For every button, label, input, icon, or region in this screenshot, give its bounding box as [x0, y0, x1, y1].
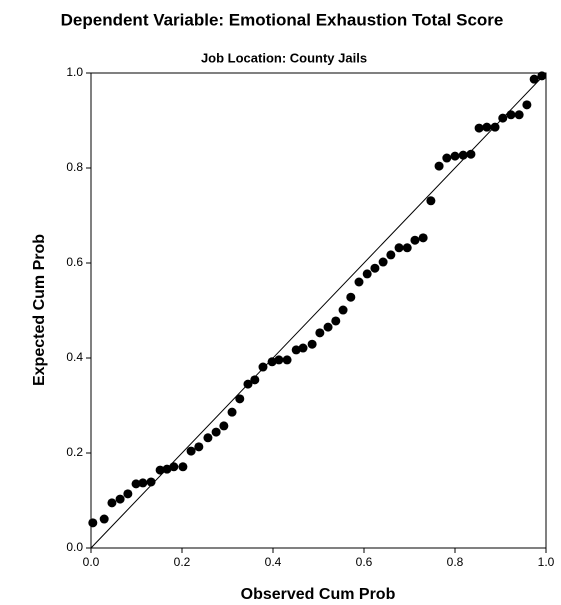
y-tick-label: 0.2 [66, 445, 83, 459]
point [178, 462, 188, 472]
x-tick-label: 0.6 [356, 555, 373, 569]
point [537, 71, 547, 81]
chart-title: Dependent Variable: Emotional Exhaustion… [61, 10, 504, 29]
point [258, 362, 268, 372]
point [146, 477, 156, 487]
chart-subtitle: Job Location: County Jails [201, 50, 367, 65]
point [291, 345, 301, 355]
point [219, 421, 229, 431]
y-tick-label: 0.4 [66, 350, 83, 364]
point [450, 151, 460, 161]
x-tick-label: 0.4 [265, 555, 282, 569]
point [426, 196, 436, 206]
point [490, 122, 500, 132]
x-tick-label: 1.0 [538, 555, 555, 569]
point [354, 277, 364, 287]
x-tick-label: 0.2 [174, 555, 191, 569]
point [123, 489, 133, 499]
point [186, 446, 196, 456]
point [88, 518, 98, 528]
y-tick-label: 0.0 [66, 540, 83, 554]
point [169, 462, 179, 472]
point [155, 465, 165, 475]
point [115, 494, 125, 504]
y-tick-label: 0.8 [66, 160, 83, 174]
point [362, 269, 372, 279]
x-tick-label: 0.8 [447, 555, 464, 569]
point [346, 292, 356, 302]
plot-frame [90, 72, 547, 549]
y-tick-label: 1.0 [66, 65, 83, 79]
point [498, 113, 508, 123]
point [307, 339, 317, 349]
x-axis-label: Observed Cum Prob [241, 586, 396, 603]
point [402, 243, 412, 253]
point [323, 322, 333, 332]
point [386, 250, 396, 260]
point [338, 305, 348, 315]
point [514, 110, 524, 120]
point [235, 394, 245, 404]
point [138, 478, 148, 488]
point [418, 233, 428, 243]
point [410, 235, 420, 245]
point [267, 357, 277, 367]
point [394, 243, 404, 253]
reference-line [90, 72, 547, 549]
point [370, 263, 380, 273]
point [442, 153, 452, 163]
point [274, 355, 284, 365]
point [162, 464, 172, 474]
point [458, 150, 468, 160]
point [211, 427, 221, 437]
point [434, 161, 444, 171]
point [298, 343, 308, 353]
point [315, 328, 325, 338]
point [227, 407, 237, 417]
y-tick-label: 0.6 [66, 255, 83, 269]
point [194, 442, 204, 452]
point [131, 479, 141, 489]
point [466, 149, 476, 159]
point [250, 375, 260, 385]
point [506, 110, 516, 120]
point [474, 123, 484, 133]
point [331, 316, 341, 326]
x-tick-label: 0.0 [83, 555, 100, 569]
point [243, 379, 253, 389]
y-axis-label: Expected Cum Prob [31, 234, 48, 386]
point [282, 355, 292, 365]
point [482, 122, 492, 132]
point [529, 74, 539, 84]
point [107, 498, 117, 508]
point [378, 257, 388, 267]
point [99, 514, 109, 524]
point [203, 433, 213, 443]
point [522, 100, 532, 110]
